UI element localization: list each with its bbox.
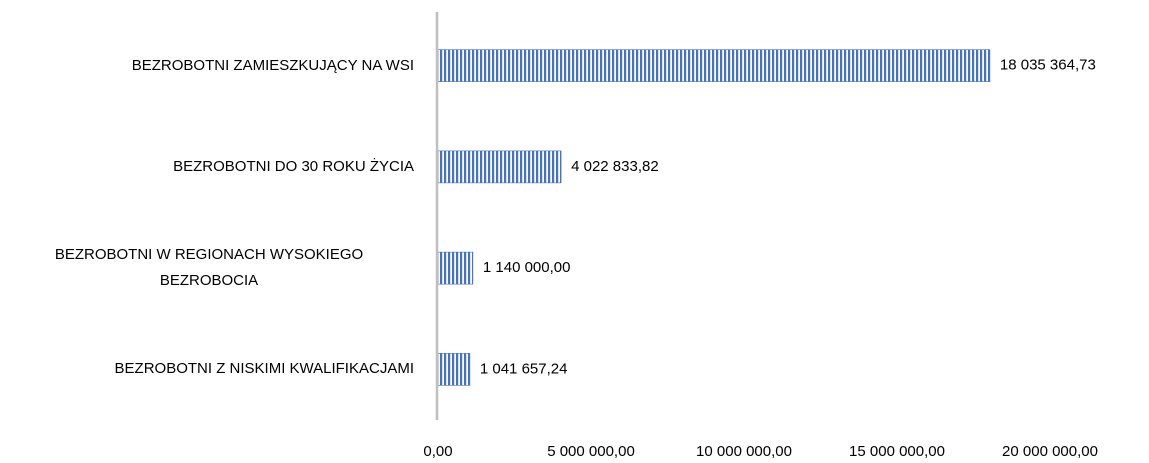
value-label: 4 022 833,82: [571, 158, 659, 175]
category-label-box: BEZROBOTNI ZAMIESZKUJĄCY NA WSI: [0, 53, 414, 79]
value-label: 1 041 657,24: [480, 360, 568, 377]
category-label-box: BEZROBOTNI W REGIONACH WYSOKIEGO BEZROBO…: [0, 242, 414, 294]
y-tick-label: BEZROBOTNI W REGIONACH WYSOKIEGO BEZROBO…: [54, 246, 364, 290]
bar: [437, 353, 471, 386]
y-tick-label: BEZROBOTNI ZAMIESZKUJĄCY NA WSI: [131, 56, 414, 74]
category-label-box: BEZROBOTNI DO 30 ROKU ŻYCIA: [0, 154, 414, 180]
x-tick-label: 10 000 000,00: [696, 443, 792, 460]
bar: [437, 49, 991, 82]
y-tick-label: BEZROBOTNI DO 30 ROKU ŻYCIA: [173, 157, 414, 175]
bar: [437, 251, 474, 285]
x-tick-label: 0,00: [423, 443, 452, 460]
x-tick-label: 20 000 000,00: [1002, 443, 1098, 460]
bar: [437, 150, 562, 184]
x-tick-label: 15 000 000,00: [849, 443, 945, 460]
category-label-box: BEZROBOTNI Z NISKIMI KWALIFIKACJAMI: [0, 356, 414, 382]
value-label: 1 140 000,00: [483, 259, 571, 276]
value-label: 18 035 364,73: [1000, 57, 1096, 74]
x-tick-label: 5 000 000,00: [547, 443, 635, 460]
y-tick-label: BEZROBOTNI Z NISKIMI KWALIFIKACJAMI: [114, 360, 414, 378]
